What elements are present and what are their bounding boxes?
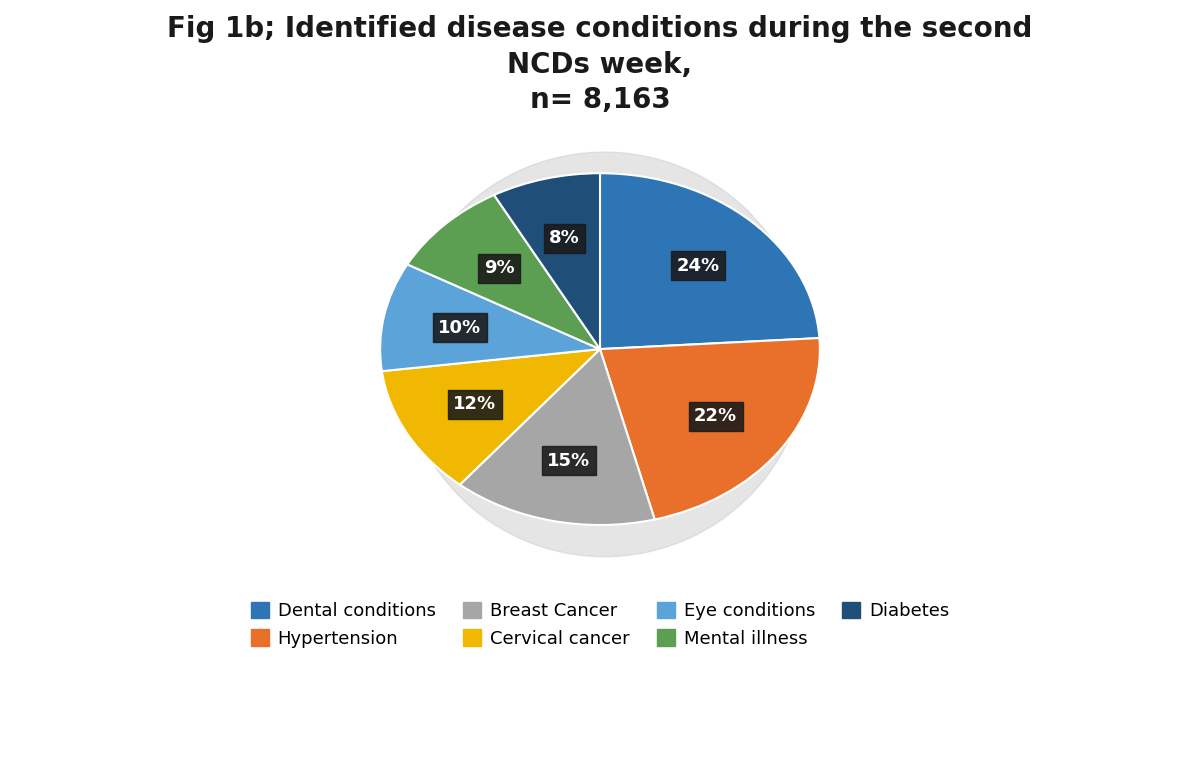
Wedge shape [600,338,820,519]
Wedge shape [494,173,600,349]
Title: Fig 1b; Identified disease conditions during the second
NCDs week,
n= 8,163: Fig 1b; Identified disease conditions du… [167,15,1033,114]
Text: 9%: 9% [484,259,515,277]
Wedge shape [407,195,600,349]
Wedge shape [460,349,655,525]
Wedge shape [382,349,600,485]
Text: 15%: 15% [547,452,590,470]
Text: 22%: 22% [694,408,737,425]
Text: 10%: 10% [438,319,481,337]
Wedge shape [380,264,600,372]
Ellipse shape [401,152,808,557]
Legend: Dental conditions, Hypertension, Breast Cancer, Cervical cancer, Eye conditions,: Dental conditions, Hypertension, Breast … [241,593,959,656]
Text: 12%: 12% [454,395,497,413]
Wedge shape [600,173,820,349]
Text: 24%: 24% [677,257,719,275]
Text: 8%: 8% [550,229,580,247]
